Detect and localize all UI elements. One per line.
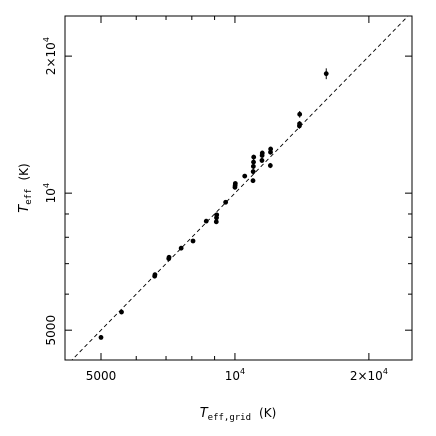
data-point-marker <box>232 181 238 186</box>
x-tick-label-exponent: 4 <box>240 367 245 376</box>
y-tick-label: 5000 <box>44 315 58 346</box>
data-point <box>223 199 229 205</box>
data-point-marker <box>259 150 265 156</box>
data-point <box>178 245 184 251</box>
data-points <box>98 68 329 340</box>
data-point-marker <box>297 121 302 127</box>
data-point-marker <box>268 146 274 152</box>
y-tick-label-mantissa: 5000 <box>44 315 58 346</box>
y-tick-label-exponent: 4 <box>42 37 51 42</box>
data-point <box>297 111 303 118</box>
y-axis-label: Teff (K) <box>17 163 34 212</box>
data-point-marker <box>152 272 158 278</box>
data-point-marker <box>250 178 256 184</box>
x-axis-label-unit: (K) <box>259 406 276 420</box>
data-point <box>251 154 257 160</box>
data-point <box>232 181 238 186</box>
data-point <box>323 68 329 80</box>
y-tick-label: 2×104 <box>42 37 58 75</box>
data-point <box>242 173 248 179</box>
data-point-marker <box>267 163 273 168</box>
data-point-marker <box>251 159 256 165</box>
y-tick-label: 104 <box>42 183 58 203</box>
data-point-marker <box>166 254 172 260</box>
data-point <box>259 157 265 163</box>
data-point <box>259 150 265 156</box>
data-point <box>119 309 124 315</box>
y-tick-label-mantissa: 2×10 <box>44 42 58 75</box>
data-point <box>250 178 256 184</box>
data-point-marker <box>214 212 220 218</box>
data-point-marker <box>297 111 303 117</box>
data-point-marker <box>251 154 257 160</box>
data-point-marker <box>259 158 265 163</box>
data-point-marker <box>250 163 256 169</box>
data-point-marker <box>250 169 256 175</box>
y-axis-ticks <box>65 55 412 331</box>
data-point-marker <box>242 173 248 179</box>
x-tick-label: 104 <box>225 367 245 383</box>
data-point <box>190 238 196 244</box>
x-tick-label: 2×104 <box>350 367 388 383</box>
data-point-marker <box>98 335 104 340</box>
data-point <box>214 212 220 218</box>
x-tick-label-mantissa: 5000 <box>86 369 117 383</box>
data-point-marker <box>323 71 329 77</box>
y-axis-label-unit: (K) <box>17 163 31 180</box>
data-point <box>152 272 158 278</box>
data-point-marker <box>178 245 184 251</box>
data-point-marker <box>119 309 124 315</box>
data-point <box>98 335 104 340</box>
data-point <box>251 159 256 165</box>
data-point <box>213 219 219 225</box>
data-point <box>250 168 256 175</box>
data-point-marker <box>203 218 209 224</box>
data-point <box>268 146 274 152</box>
reference-line-y-equals-x <box>71 16 409 360</box>
x-axis-label-symbol: T <box>200 406 209 421</box>
y-axis-label-symbol: T <box>17 204 32 213</box>
data-point <box>267 162 273 169</box>
data-point <box>250 163 256 169</box>
x-axis-ticks <box>100 16 370 360</box>
x-tick-label-exponent: 4 <box>383 367 388 376</box>
x-axis-label-subscript: eff,grid <box>208 413 251 423</box>
data-point <box>203 218 209 224</box>
data-point-marker <box>213 219 219 225</box>
y-tick-label-exponent: 4 <box>42 183 51 188</box>
y-axis-label-subscript: eff <box>24 189 34 205</box>
y-tick-label-mantissa: 10 <box>44 188 58 203</box>
x-tick-label: 5000 <box>86 369 117 383</box>
data-point <box>166 254 172 260</box>
x-tick-label-mantissa: 2×10 <box>350 369 383 383</box>
x-tick-labels: 5000 104 2×104 <box>86 367 388 383</box>
data-point-marker <box>190 238 196 244</box>
data-point-marker <box>223 199 229 205</box>
x-tick-label-mantissa: 10 <box>225 369 240 383</box>
x-axis-label: Teff,grid (K) <box>200 406 277 423</box>
plot-frame <box>64 15 413 361</box>
data-point <box>297 121 302 127</box>
